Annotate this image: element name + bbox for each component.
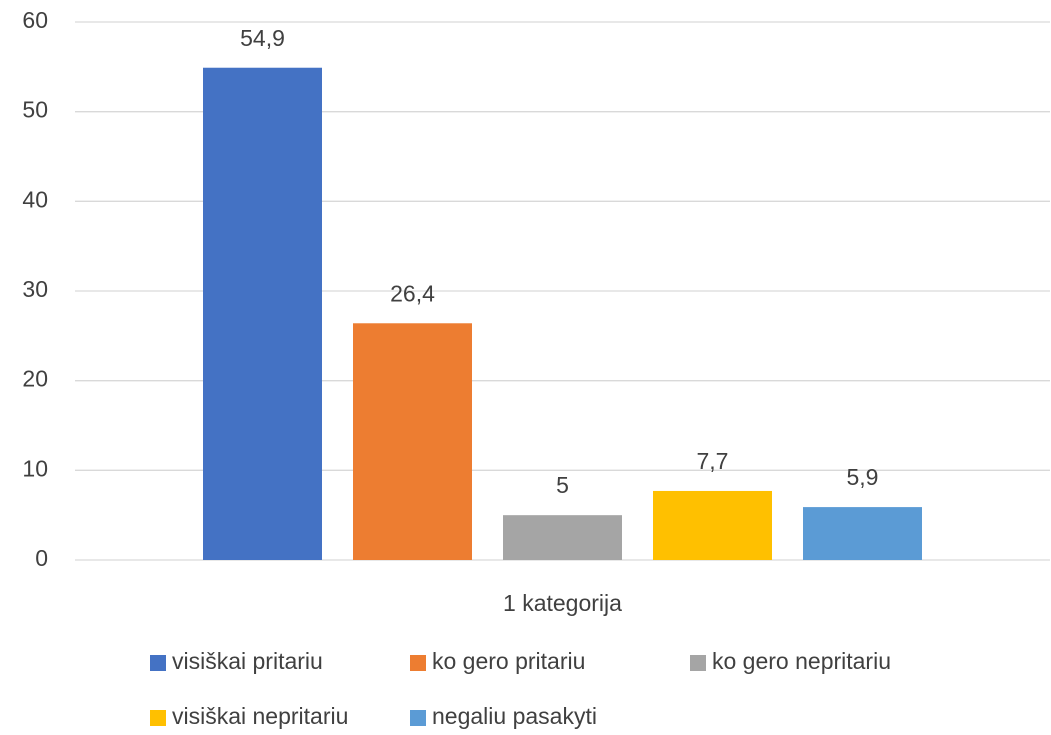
legend-swatch [410, 710, 426, 726]
bar [653, 490, 772, 560]
data-label: 54,9 [240, 25, 285, 51]
y-tick-label: 20 [22, 366, 48, 392]
legend-label: visiškai pritariu [172, 648, 323, 674]
y-tick-label: 60 [22, 7, 48, 33]
legend-label: negaliu pasakyti [432, 703, 597, 729]
data-label: 7,7 [697, 448, 729, 474]
bar [353, 323, 472, 560]
x-tick-label: 1 kategorija [503, 590, 622, 616]
y-tick-label: 50 [22, 97, 48, 123]
y-tick-label: 30 [22, 276, 48, 302]
bar [203, 67, 322, 560]
y-tick-label: 40 [22, 186, 48, 212]
bar [803, 507, 922, 560]
legend-swatch [150, 655, 166, 671]
legend-label: visiškai nepritariu [172, 703, 348, 729]
legend-label: ko gero pritariu [432, 648, 585, 674]
legend-label: ko gero nepritariu [712, 648, 891, 674]
legend-swatch [150, 710, 166, 726]
legend-swatch [690, 655, 706, 671]
y-tick-label: 10 [22, 455, 48, 481]
data-label: 5 [556, 472, 569, 498]
data-label: 5,9 [847, 464, 879, 490]
data-label: 26,4 [390, 280, 435, 306]
y-tick-label: 0 [35, 545, 48, 571]
bar [503, 515, 622, 560]
legend-swatch [410, 655, 426, 671]
